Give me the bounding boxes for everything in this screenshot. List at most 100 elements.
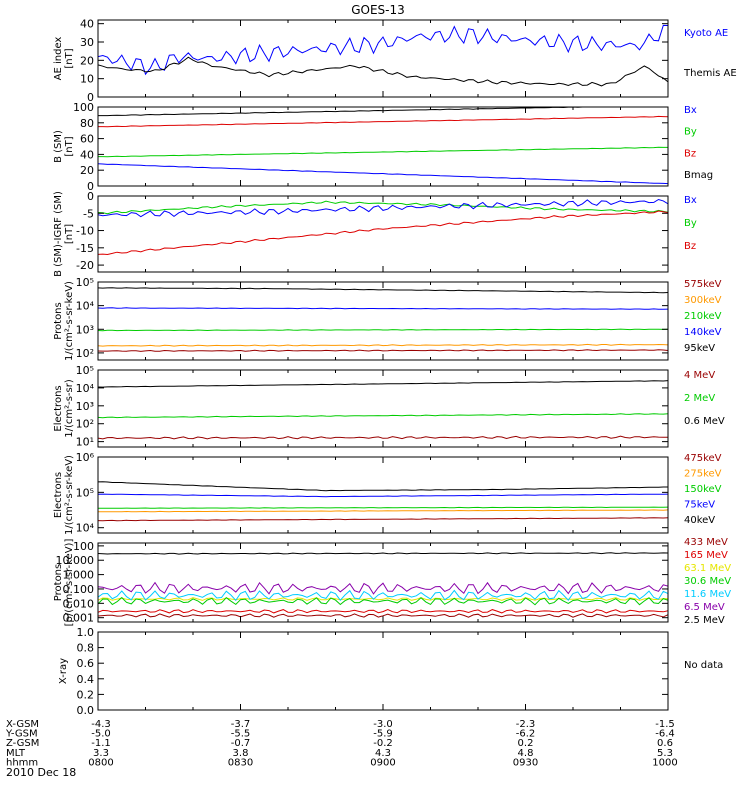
panel-frame <box>97 195 669 273</box>
legend-item: Kyoto AE <box>684 28 728 39</box>
legend-item: Bz <box>684 241 696 252</box>
y-axis-label: Electrons1/(cm²-s-sr) <box>53 379 75 438</box>
y-tick-label: 0 <box>87 190 94 203</box>
series-line-bz <box>98 210 668 256</box>
legend-item: 165 MeV <box>684 550 728 561</box>
series-line-kyoto-ae <box>98 24 668 76</box>
legend-item: Bx <box>684 105 697 116</box>
legend-item: 150keV <box>684 484 722 495</box>
x-row-value: -5.0 <box>91 729 111 740</box>
legend-item: 210keV <box>684 311 722 322</box>
panel-7: 0.0 0.2 0.4 0.6 0.8 1.0 X-ray No data <box>58 626 723 717</box>
x-row-value: 0930 <box>513 757 538 768</box>
legend-item: 575keV <box>684 279 722 290</box>
series-line-150kev <box>98 506 668 509</box>
date-label: 2010 Dec 18 <box>6 766 76 779</box>
legend-item: 2 MeV <box>684 393 715 404</box>
series-line-by <box>98 200 668 215</box>
x-row-value: 4.8 <box>518 748 534 759</box>
y-tick-label: 10⁶ <box>76 451 95 464</box>
panel-frame <box>97 281 669 361</box>
y-tick-label: 10.000 <box>56 554 95 567</box>
x-row-value: 1000 <box>652 757 677 768</box>
x-row-value: 0.6 <box>657 738 673 749</box>
series-line-2.5-mev <box>98 552 668 555</box>
series-line-40kev <box>98 481 668 492</box>
series-line-300kev <box>98 343 668 347</box>
y-axis-label: Protons1/(cm²-s-sr-keV) <box>53 281 75 361</box>
series-line-4-mev <box>98 435 668 440</box>
y-tick-label: 1.0 <box>77 626 95 639</box>
y-axis-label: AE index[nT] <box>53 37 75 81</box>
x-row-value: 3.8 <box>233 748 249 759</box>
y-tick-label: 10⁴ <box>76 522 95 535</box>
x-row-value: -1.5 <box>655 719 675 730</box>
legend-item: 475keV <box>684 453 722 464</box>
y-tick-label: 0.4 <box>77 673 95 686</box>
x-row-value: -6.2 <box>516 729 536 740</box>
legend-item: 0.6 MeV <box>684 416 725 427</box>
x-row-value: -0.7 <box>231 738 251 749</box>
y-tick-label: 10⁴ <box>76 382 95 395</box>
x-row-label: Z-GSM <box>6 738 39 749</box>
legend-item: Bx <box>684 195 697 206</box>
y-tick-label: 10⁵ <box>76 486 94 499</box>
x-row-value: -2.3 <box>516 719 536 730</box>
x-row-label: hhmm <box>6 757 38 768</box>
x-row-value: 0900 <box>370 757 395 768</box>
panel-2: -20 -15 -10 -5 0 B (SM)-IGRF (SM)[nT] Bx By Bz <box>53 190 697 277</box>
legend-item: Bz <box>684 148 696 159</box>
y-tick-label: 100 <box>73 540 94 553</box>
legend-item: 433 MeV <box>684 537 728 548</box>
y-tick-label: 40 <box>80 148 94 161</box>
y-tick-label: 1.000 <box>63 569 95 582</box>
x-row-value: 5.3 <box>657 748 673 759</box>
y-axis-label: X-ray <box>58 658 69 684</box>
legend-item: 75keV <box>684 500 715 511</box>
x-row-value: 4.3 <box>375 748 391 759</box>
y-tick-label: 10⁵ <box>76 276 94 289</box>
y-tick-label: 10¹ <box>76 436 94 449</box>
y-tick-label: 10³ <box>76 400 94 413</box>
series-line-2-mev <box>98 413 668 419</box>
series-line-210kev <box>98 328 668 332</box>
legend-item: 6.5 MeV <box>684 602 725 613</box>
legend-item: 4 MeV <box>684 370 715 381</box>
x-row-value: -3.0 <box>373 719 393 730</box>
x-row-value: -4.3 <box>91 719 111 730</box>
y-tick-label: 0.0 <box>77 704 95 717</box>
legend-item: 140keV <box>684 327 722 338</box>
y-tick-label: 60 <box>80 133 94 146</box>
series-line-475kev <box>98 517 668 522</box>
legend-item: 275keV <box>684 469 722 480</box>
series-line-bz <box>98 115 668 128</box>
series-line-140kev <box>98 307 668 310</box>
y-tick-label: 10³ <box>76 323 94 336</box>
x-row-value: -3.7 <box>231 719 251 730</box>
legend-item: 40keV <box>684 515 715 526</box>
series-line-by <box>98 146 668 158</box>
series-line-11.6-mev <box>98 589 668 602</box>
panel-frame <box>97 106 669 187</box>
y-tick-label: 100 <box>73 101 94 114</box>
x-row-label: MLT <box>6 748 26 759</box>
x-row-value: -6.4 <box>655 729 675 740</box>
y-tick-label: 40 <box>80 18 94 31</box>
y-tick-label: 0.010 <box>63 597 95 610</box>
y-axis-label: Protons[p/(cm²-s-sr-keV)] <box>53 539 75 627</box>
y-tick-label: 0 <box>87 91 94 104</box>
y-tick-label: 0.2 <box>77 688 95 701</box>
panel-0: 0 10 20 30 40 AE index[nT] Kyoto AE Themis AE <box>53 18 737 104</box>
series-line-165-mev <box>98 608 668 614</box>
legend-item: 30.6 MeV <box>684 576 731 587</box>
legend-item: By <box>684 127 697 138</box>
y-tick-label: 10⁴ <box>76 300 95 313</box>
series-line-575kev <box>98 349 668 352</box>
legend-item: No data <box>684 660 723 671</box>
legend-item: 11.6 MeV <box>684 589 731 600</box>
